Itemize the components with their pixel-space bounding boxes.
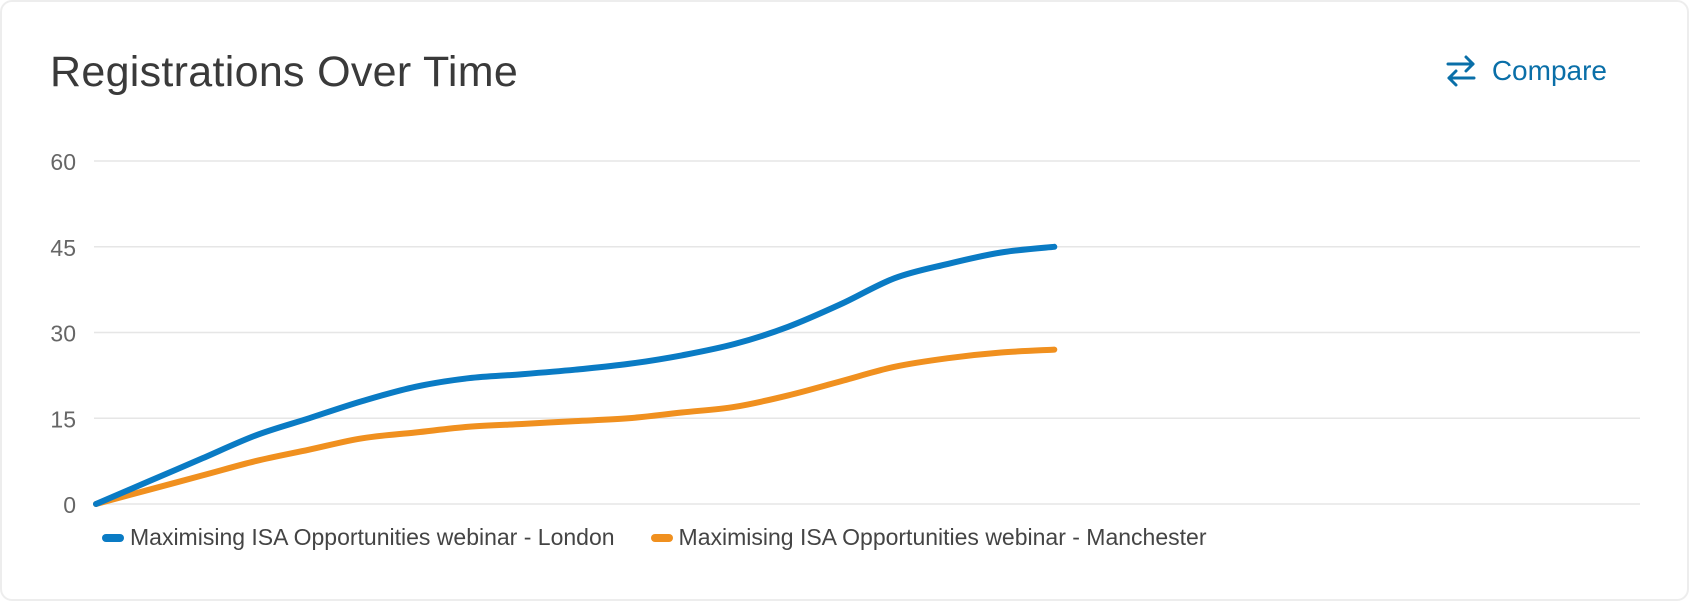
y-tick-label: 0: [63, 492, 76, 518]
legend-label: Maximising ISA Opportunities webinar - L…: [130, 524, 615, 550]
legend-swatch: [650, 533, 673, 542]
series-line[interactable]: [93, 243, 1058, 507]
page-title: Registrations Over Time: [50, 48, 519, 96]
legend-label: Maximising ISA Opportunities webinar - M…: [678, 524, 1207, 550]
chart-legend: Maximising ISA Opportunities webinar - L…: [102, 524, 1206, 551]
y-tick-label: 15: [50, 406, 76, 432]
legend-item[interactable]: Maximising ISA Opportunities webinar - M…: [650, 524, 1207, 551]
swap-arrows-icon: [1444, 54, 1478, 88]
compare-label: Compare: [1491, 55, 1607, 86]
legend-swatch: [102, 533, 124, 542]
y-tick-label: 30: [50, 321, 76, 347]
compare-button[interactable]: Compare: [1444, 54, 1607, 88]
y-tick-label: 60: [50, 149, 76, 175]
y-tick-label: 45: [50, 235, 76, 261]
series-line[interactable]: [93, 346, 1058, 507]
legend-item[interactable]: Maximising ISA Opportunities webinar - L…: [102, 524, 615, 551]
